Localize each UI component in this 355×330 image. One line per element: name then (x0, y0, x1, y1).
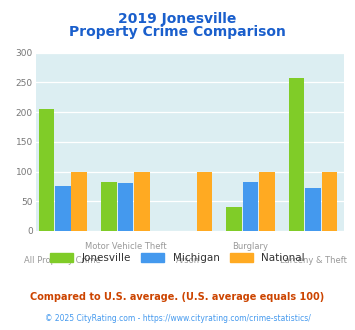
Bar (259, 172, 275, 231)
Legend: Jonesville, Michigan, National: Jonesville, Michigan, National (46, 248, 309, 267)
Text: Motor Vehicle Theft: Motor Vehicle Theft (84, 242, 166, 251)
Bar (101, 182, 117, 231)
Text: 2019 Jonesville: 2019 Jonesville (118, 12, 237, 25)
Bar (289, 78, 305, 231)
Bar (118, 183, 133, 231)
Bar (71, 172, 87, 231)
Bar (55, 186, 71, 231)
Text: © 2025 CityRating.com - https://www.cityrating.com/crime-statistics/: © 2025 CityRating.com - https://www.city… (45, 314, 310, 323)
Text: Compared to U.S. average. (U.S. average equals 100): Compared to U.S. average. (U.S. average … (31, 292, 324, 302)
Bar (243, 182, 258, 231)
Bar (305, 188, 321, 231)
Text: Arson: Arson (176, 256, 200, 265)
Bar (226, 207, 242, 231)
Bar (197, 172, 212, 231)
Text: Larceny & Theft: Larceny & Theft (280, 256, 346, 265)
Text: All Property Crime: All Property Crime (24, 256, 101, 265)
Bar (322, 172, 337, 231)
Bar (134, 172, 150, 231)
Bar (39, 109, 54, 231)
Text: Burglary: Burglary (233, 242, 268, 251)
Text: Property Crime Comparison: Property Crime Comparison (69, 25, 286, 39)
